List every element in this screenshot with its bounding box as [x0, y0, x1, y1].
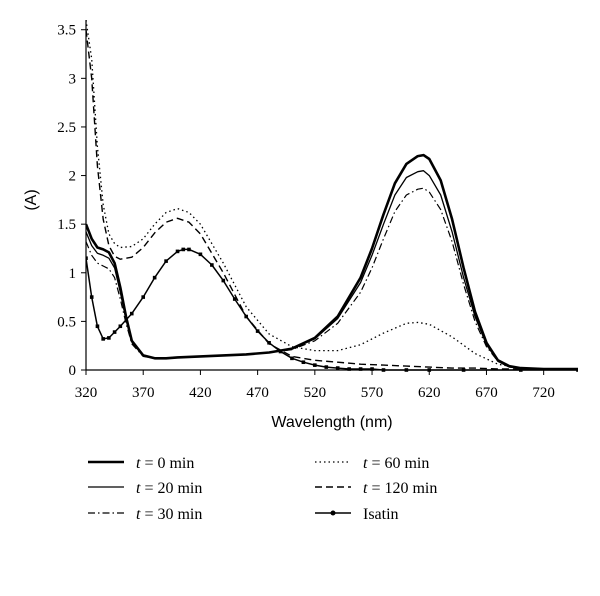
legend-label: t = 20 min — [136, 480, 202, 497]
x-tick-label: 420 — [189, 385, 212, 401]
legend-label: t = 0 min — [136, 455, 194, 472]
series-point — [86, 256, 88, 260]
y-tick-label: 1 — [69, 266, 77, 282]
series-line — [86, 153, 578, 371]
series-point — [164, 259, 168, 263]
series-point — [152, 275, 157, 280]
legend-marker — [330, 510, 336, 516]
series-line — [86, 187, 578, 370]
series-point — [347, 367, 351, 371]
legend-label: t = 30 min — [136, 506, 202, 523]
legend-label: t = 120 min — [363, 480, 437, 497]
series-point — [324, 365, 329, 369]
y-tick-label: 3.5 — [57, 23, 76, 39]
x-tick-label: 470 — [246, 385, 269, 401]
series-point — [129, 311, 134, 316]
series-point — [175, 249, 180, 254]
series-point — [313, 363, 317, 367]
y-tick-label: 2.5 — [57, 120, 76, 136]
series-point — [95, 324, 100, 329]
axes: 320 370 420 470 520 570 620 670 720 0 0.5 1 1.5 2 2.5 3… — [57, 20, 578, 401]
series-point — [107, 336, 111, 340]
series-point — [278, 349, 283, 354]
y-tick-label: 0.5 — [57, 314, 76, 330]
series-point — [335, 366, 340, 370]
series-point — [267, 340, 271, 345]
series-point — [101, 337, 105, 341]
series-line — [86, 29, 578, 370]
legend-label: Isatin — [363, 506, 399, 523]
y-axis-title: (A) — [23, 189, 40, 210]
x-tick-label: 320 — [75, 385, 98, 401]
x-tick-label: 620 — [418, 385, 441, 401]
series-point — [89, 295, 94, 299]
series-point — [255, 329, 260, 333]
x-tick-label: 520 — [304, 385, 327, 401]
series-point — [118, 324, 123, 329]
series-point — [301, 360, 306, 365]
series-point — [112, 330, 117, 334]
series-point — [358, 367, 363, 371]
series-point — [370, 367, 374, 371]
series-point — [221, 278, 226, 283]
series-point — [290, 356, 294, 361]
series-point — [141, 295, 146, 299]
series-point — [232, 297, 237, 301]
y-tick-label: 3 — [69, 71, 77, 87]
plot-area — [86, 20, 578, 372]
y-tick-label: 0 — [69, 363, 77, 379]
series-point — [198, 252, 203, 257]
series-line — [86, 170, 578, 370]
series-point — [181, 247, 186, 252]
x-tick-label: 670 — [475, 385, 498, 401]
x-tick-label: 720 — [532, 385, 555, 401]
series-line — [86, 248, 578, 371]
legend-label: t = 60 min — [363, 455, 429, 472]
y-tick-label: 1.5 — [57, 217, 76, 233]
legend: t = 0 min t = 20 min t = 30 min t = 60 min t… — [88, 455, 437, 523]
x-axis-title: Wavelength (nm) — [271, 414, 392, 431]
series-point — [187, 247, 191, 252]
x-tick-label: 370 — [132, 385, 155, 401]
series-point — [244, 314, 248, 319]
x-tick-label: 570 — [361, 385, 384, 401]
series-point — [210, 263, 214, 267]
y-tick-label: 2 — [69, 169, 77, 185]
series-line — [86, 20, 578, 370]
